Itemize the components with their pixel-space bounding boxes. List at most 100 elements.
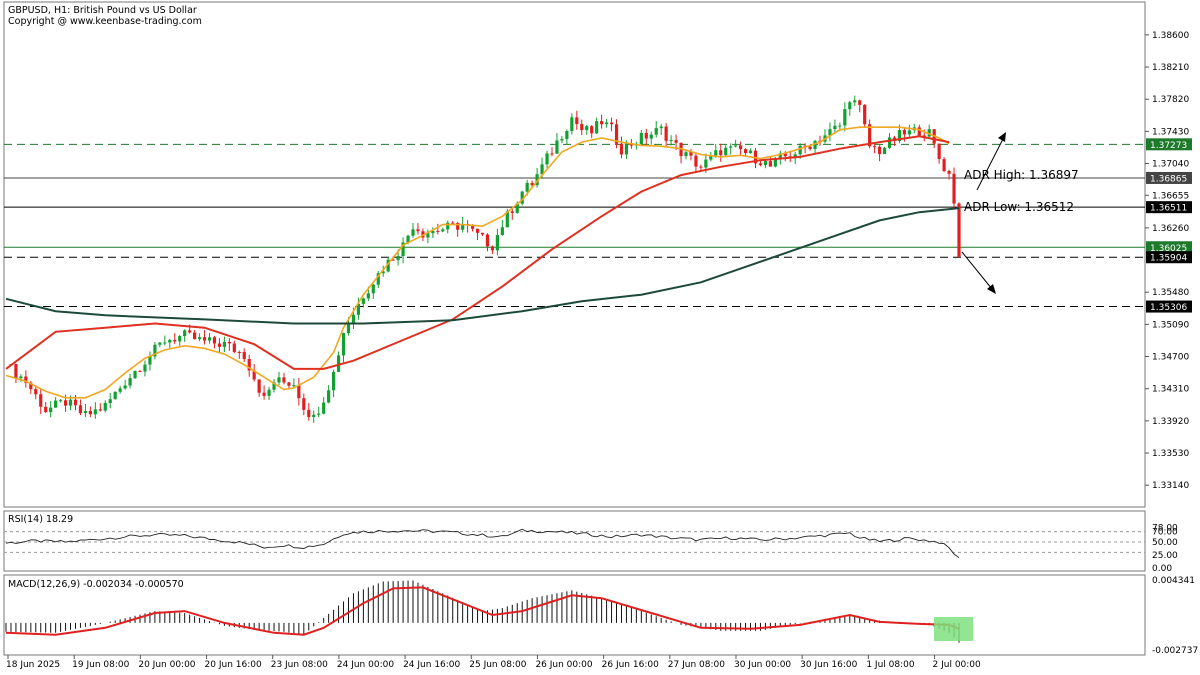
- time-axis-tick-label: 27 Jun 08:00: [668, 660, 725, 670]
- candle-body: [957, 203, 961, 257]
- candle-body: [808, 146, 812, 150]
- candle-body: [609, 122, 614, 125]
- candle-body: [490, 246, 495, 251]
- rsi-panel-frame: [3, 510, 1146, 572]
- candle-body: [833, 125, 837, 130]
- candle-body: [480, 232, 485, 235]
- candle-body: [331, 371, 336, 391]
- price-axis-tick-label: 1.37820: [1152, 95, 1189, 105]
- candle-body: [659, 126, 663, 129]
- time-axis-tick-label: 2 Jul 00:00: [933, 660, 982, 670]
- macd-panel-frame: [3, 574, 1146, 656]
- candle-body: [853, 100, 857, 103]
- candle-body: [426, 233, 430, 238]
- time-axis-tick-label: 23 Jun 08:00: [271, 660, 328, 670]
- candle-body: [49, 407, 53, 413]
- macd-signal-line: [5, 586, 960, 636]
- candle-body: [376, 273, 380, 285]
- candle-body: [391, 259, 395, 261]
- candle-body: [128, 378, 132, 386]
- candle-body: [600, 121, 604, 125]
- time-axis-ticks: 18 Jun 2025 19 Jun 08:00 20 Jun 00:00 20 Ju…: [6, 655, 981, 670]
- price-level-tag: [1146, 241, 1192, 254]
- price-axis-ticks: 1.38600 1.38210 1.37820 1.37430 1.37040 1.366…: [1145, 31, 1189, 491]
- candle-body: [341, 333, 346, 356]
- rsi-title: RSI(14) 18.29: [8, 514, 73, 525]
- price-level-tag: [1146, 201, 1192, 214]
- candle-body: [773, 158, 777, 167]
- candle-body: [540, 164, 544, 175]
- candle-body: [44, 406, 48, 413]
- candle-body: [748, 150, 753, 154]
- candle-body: [312, 414, 316, 418]
- macd-title: MACD(12,26,9) -0.002034 -0.000570: [8, 579, 184, 590]
- candle-body: [927, 129, 931, 137]
- candle-body: [257, 379, 261, 393]
- candle-body: [307, 409, 311, 418]
- candle-body: [848, 102, 852, 110]
- candle-body: [689, 152, 693, 156]
- candle-body: [24, 376, 28, 383]
- candle-body: [441, 229, 445, 232]
- macd-axis-ticks: 0.004341 -0.002737: [1152, 576, 1198, 656]
- candle-body: [887, 137, 892, 148]
- candle-body: [734, 145, 738, 147]
- candle-body: [202, 337, 207, 341]
- ma-mid-line: [5, 135, 950, 370]
- time-axis-tick-label: 19 Jun 08:00: [72, 660, 129, 670]
- candle-body: [247, 359, 251, 371]
- price-level-tag: [1146, 251, 1192, 264]
- candle-body: [714, 150, 718, 156]
- candle-body: [942, 159, 946, 172]
- candle-body: [317, 413, 321, 415]
- candle-body: [699, 166, 703, 168]
- candle-body: [153, 344, 157, 357]
- candle-body: [58, 400, 63, 402]
- candle-body: [217, 343, 222, 347]
- candle-body: [897, 130, 902, 142]
- price-axis-tick-label: 1.35480: [1152, 288, 1189, 298]
- price-axis-tick-label: 1.38600: [1152, 31, 1189, 41]
- candle-body: [535, 174, 539, 186]
- candle-body: [863, 104, 867, 125]
- candle-body: [118, 388, 122, 392]
- candle-body: [843, 109, 847, 126]
- price-levels: [4, 143, 1145, 308]
- candle-body: [768, 161, 772, 167]
- candle-body: [614, 124, 619, 144]
- candle-body: [168, 339, 172, 343]
- up-arrow-head-icon: [998, 132, 1006, 142]
- candle-body: [495, 234, 499, 251]
- candle-body: [148, 356, 152, 365]
- price-axis-tick-label: 1.36655: [1152, 191, 1189, 201]
- candle-body: [545, 153, 549, 165]
- moving-averages: [5, 126, 960, 399]
- candle-body: [868, 124, 872, 147]
- candle-body: [287, 382, 291, 386]
- candle-body: [262, 392, 266, 396]
- time-axis-tick-label: 20 Jun 00:00: [138, 660, 195, 670]
- time-axis-tick-label: 26 Jun 16:00: [602, 660, 659, 670]
- price-axis-tick-label: 1.33140: [1152, 481, 1189, 491]
- candle-body: [654, 128, 658, 135]
- candle-body: [272, 382, 276, 390]
- rsi-axis-tick-label: 70.00: [1152, 528, 1178, 538]
- candle-body: [351, 314, 356, 325]
- candle-body: [78, 405, 83, 414]
- candle-body: [743, 149, 748, 154]
- candle-body: [758, 163, 763, 166]
- candle-body: [902, 130, 907, 135]
- candle-body: [873, 146, 877, 148]
- candle-body: [322, 402, 326, 414]
- ma-fast-line: [5, 126, 950, 399]
- rsi-axis-tick-label: 50.00: [1152, 538, 1178, 548]
- candle-body: [416, 229, 420, 232]
- price-level-tag-label: 1.37273: [1150, 141, 1187, 151]
- price-axis-tick-label: 1.33530: [1152, 449, 1189, 459]
- time-axis-tick-label: 18 Jun 2025: [6, 660, 60, 670]
- candle-body: [882, 147, 887, 155]
- candle-body: [73, 399, 78, 406]
- candle-body: [242, 352, 246, 360]
